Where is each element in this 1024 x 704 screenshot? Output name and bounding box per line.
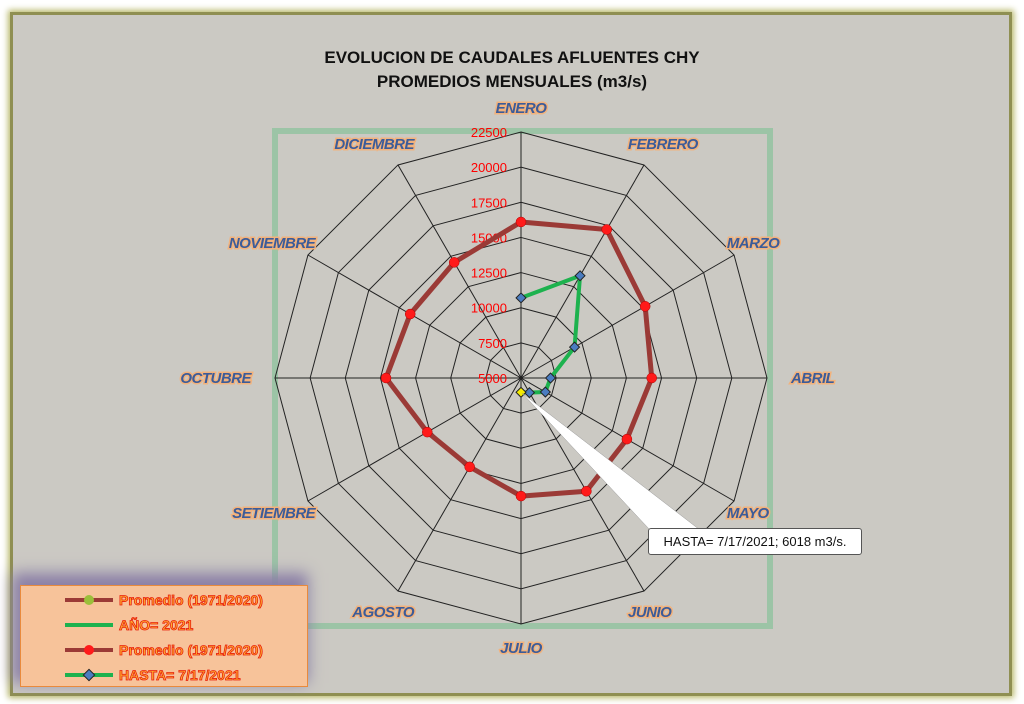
grid-spoke	[397, 377, 522, 592]
data-point-promedio	[601, 224, 612, 235]
month-label-julio: JULIO	[500, 640, 543, 657]
month-label-noviembre: NOVIEMBRE	[229, 235, 317, 252]
month-label-agosto: AGOSTO	[351, 604, 415, 621]
data-point-promedio	[515, 490, 527, 502]
month-label-junio: JUNIO	[628, 604, 672, 621]
legend-label: Promedio (1971/2020)	[119, 592, 264, 609]
legend-swatch-2021	[65, 623, 113, 627]
data-point-2021	[544, 372, 557, 384]
chart-title-line-1: EVOLUCION DE CAUDALES AFLUENTES CHY	[324, 48, 700, 67]
month-label-setiembre: SETIEMBRE	[232, 505, 317, 522]
data-point-promedio	[621, 433, 633, 445]
month-label-octubre: OCTUBRE	[180, 370, 252, 387]
month-label-enero: ENERO	[496, 100, 548, 117]
month-label-mayo: MAYO	[727, 505, 770, 522]
month-label-marzo: MARZO	[727, 235, 780, 252]
annotation-pointer	[521, 392, 701, 531]
chart-title: EVOLUCION DE CAUDALES AFLUENTES CHY PROM…	[0, 46, 1024, 94]
data-point-promedio	[581, 485, 592, 497]
legend-item: Promedio (1971/2020)	[61, 639, 263, 661]
data-point-promedio	[639, 301, 651, 312]
radial-tick-label: 17500	[471, 195, 507, 210]
legend-item: HASTA= 7/17/2021	[61, 664, 241, 686]
month-label-diciembre: DICIEMBRE	[334, 136, 415, 153]
grid-spoke	[520, 254, 735, 379]
legend-swatch-promedio-red-dot	[65, 645, 113, 655]
legend-item: AÑO= 2021	[61, 614, 194, 636]
grid-spoke	[307, 377, 522, 502]
data-point-2021	[574, 270, 586, 282]
legend-item: Promedio (1971/2020)	[61, 589, 263, 611]
month-label-febrero: FEBRERO	[628, 136, 699, 153]
legend-label: Promedio (1971/2020)	[119, 642, 264, 659]
legend-swatch-promedio-green-dot	[65, 595, 113, 605]
radial-tick-label: 5000	[478, 371, 507, 386]
data-point-promedio	[515, 216, 527, 228]
data-point-2021	[539, 386, 552, 398]
data-point-2021	[568, 341, 581, 353]
series-line-0	[383, 219, 655, 499]
data-point-promedio	[380, 372, 392, 384]
radial-tick-label: 22500	[471, 125, 507, 140]
grid-spoke	[520, 164, 645, 379]
chart-title-line-2: PROMEDIOS MENSUALES (m3/s)	[376, 72, 648, 91]
legend-label: AÑO= 2021	[119, 617, 194, 634]
legend: Promedio (1971/2020) AÑO= 2021 Promedio …	[20, 585, 308, 687]
data-point-promedio	[646, 372, 657, 384]
annotation-callout: HASTA= 7/17/2021; 6018 m3/s.	[648, 528, 862, 555]
legend-swatch-hasta	[65, 668, 113, 682]
data-point-promedio	[464, 461, 475, 473]
radial-tick-label: 20000	[471, 160, 507, 175]
grid-spoke	[397, 164, 522, 379]
chart-frame	[10, 12, 1012, 696]
data-point-promedio	[422, 426, 433, 438]
month-label-abril: ABRIL	[790, 370, 835, 387]
radial-tick-label: 10000	[471, 301, 507, 316]
radial-tick-label: 7500	[478, 336, 507, 351]
data-point-promedio	[404, 308, 416, 320]
legend-label: HASTA= 7/17/2021	[119, 667, 241, 684]
data-point-2021	[515, 292, 527, 304]
data-point-2021	[523, 386, 536, 399]
radial-tick-label: 12500	[471, 266, 507, 281]
data-point-promedio	[448, 257, 460, 268]
